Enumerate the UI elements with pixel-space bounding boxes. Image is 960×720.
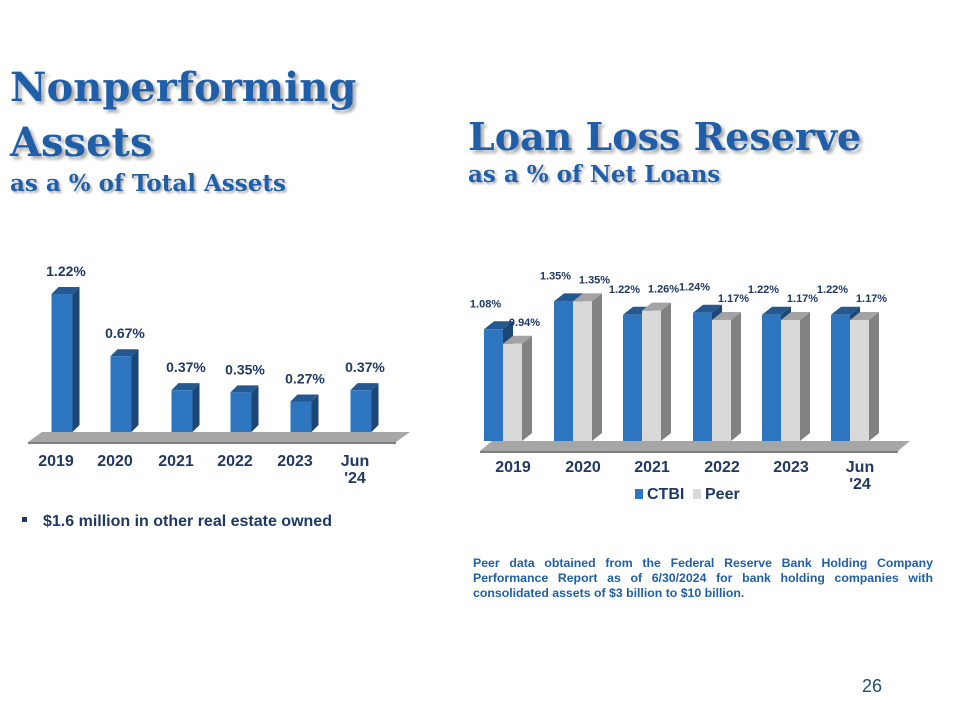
data-label: 1.22% [748, 284, 779, 296]
x-tick-label: 2019 [495, 459, 531, 476]
x-tick-label: 2022 [704, 459, 740, 476]
legend-swatch [693, 489, 701, 499]
data-label: 1.35% [540, 270, 571, 282]
data-label: 0.37% [345, 359, 385, 375]
bullet-text: $1.6 million in other real estate owned [43, 513, 332, 530]
bar-Jun24 [350, 383, 379, 432]
data-label: 0.37% [166, 359, 206, 375]
legend-label: CTBI [647, 486, 684, 503]
npa-title-line1: Nonperforming [10, 64, 357, 111]
peer-data-note: Peer data obtained from the Federal Rese… [473, 556, 933, 600]
chart-floor [480, 441, 910, 451]
npa-chart: 1.22% 2019 0.67% 2020 0.37% 2021 0.35% 2022 0.27… [28, 263, 410, 487]
bar-peer-2021 [642, 302, 671, 441]
data-label: 0.35% [225, 361, 265, 377]
data-label: 0.27% [285, 370, 325, 386]
bar-peer-Jun24 [850, 311, 879, 441]
bar-peer-2019 [503, 335, 532, 441]
llr-chart: 1.08% 0.94% 2019 1.35% 1.35% 2020 1.22% 1.26% 20… [470, 270, 910, 503]
legend-swatch [635, 489, 643, 499]
npa-subtitle: as a % of Total Assets [10, 170, 286, 197]
bullet-item: $1.6 million in other real estate owned [22, 513, 332, 531]
page-number: 26 [862, 676, 883, 696]
data-label: 0.67% [105, 325, 145, 341]
data-label: 1.35% [579, 274, 610, 286]
bar-peer-2020 [573, 293, 602, 441]
data-label: 1.17% [718, 293, 749, 305]
npa-title-line2: Assets [10, 119, 153, 166]
bar-2022 [230, 385, 259, 432]
legend: CTBI Peer [635, 486, 740, 503]
legend-label: Peer [705, 486, 740, 503]
x-tick-label: 2023 [277, 453, 313, 470]
data-label: 1.22% [46, 263, 86, 279]
bar-2021 [171, 383, 200, 432]
data-label: 1.17% [856, 293, 887, 305]
x-tick-label: Jun '24 [846, 459, 874, 493]
data-label: 1.22% [817, 284, 848, 296]
x-tick-label: 2022 [217, 453, 253, 470]
x-tick-label: 2021 [158, 453, 194, 470]
data-label: 1.24% [679, 282, 710, 294]
data-label: 1.22% [609, 284, 640, 296]
data-label: 0.94% [509, 317, 540, 329]
chart-floor [28, 432, 410, 442]
x-tick-label: 2021 [634, 459, 670, 476]
x-tick-label: Jun '24 [341, 453, 369, 487]
bar-2019 [51, 287, 80, 432]
x-tick-label: 2023 [773, 459, 809, 476]
data-label: 1.26% [648, 284, 679, 296]
bar-2020 [110, 349, 139, 432]
x-tick-label: 2020 [97, 453, 133, 470]
data-label: 1.17% [787, 293, 818, 305]
llr-title: Loan Loss Reserve [468, 114, 862, 159]
bar-peer-2023 [781, 311, 810, 441]
data-label: 1.08% [470, 298, 501, 310]
bar-2023 [290, 394, 319, 432]
bar-peer-2022 [712, 311, 741, 441]
x-tick-label: 2020 [565, 459, 601, 476]
bullet-square-icon [22, 517, 27, 523]
llr-subtitle: as a % of Net Loans [468, 161, 721, 188]
x-tick-label: 2019 [38, 453, 74, 470]
